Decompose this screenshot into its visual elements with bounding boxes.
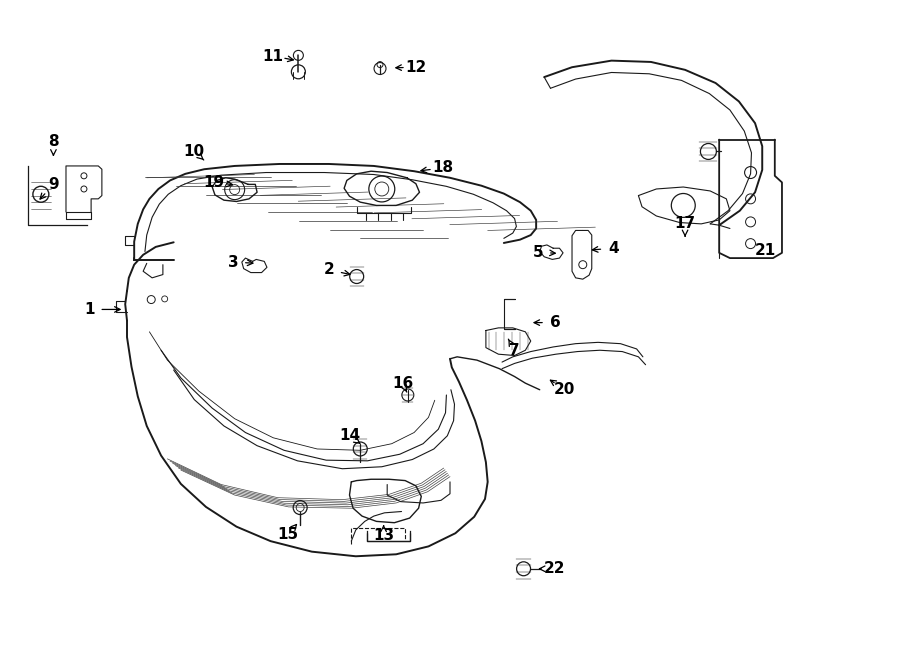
Text: 1: 1 bbox=[84, 302, 94, 317]
Text: 19: 19 bbox=[203, 175, 225, 190]
Text: 14: 14 bbox=[339, 428, 360, 444]
Text: 2: 2 bbox=[323, 262, 334, 278]
Text: 13: 13 bbox=[373, 528, 394, 543]
Text: 18: 18 bbox=[432, 161, 454, 175]
Text: 11: 11 bbox=[262, 48, 283, 63]
Text: 3: 3 bbox=[228, 254, 238, 270]
Text: 10: 10 bbox=[184, 144, 205, 159]
Text: 17: 17 bbox=[674, 215, 696, 231]
Text: 5: 5 bbox=[533, 245, 544, 260]
Text: 16: 16 bbox=[392, 375, 413, 391]
Text: 20: 20 bbox=[554, 382, 575, 397]
Text: 6: 6 bbox=[550, 315, 561, 330]
Text: 21: 21 bbox=[754, 243, 776, 258]
Text: 4: 4 bbox=[608, 241, 618, 256]
Text: 7: 7 bbox=[509, 343, 520, 358]
Text: 8: 8 bbox=[48, 134, 58, 149]
Text: 15: 15 bbox=[277, 527, 298, 542]
Text: 12: 12 bbox=[405, 59, 427, 75]
Text: 22: 22 bbox=[544, 561, 565, 576]
Text: 9: 9 bbox=[48, 177, 58, 192]
